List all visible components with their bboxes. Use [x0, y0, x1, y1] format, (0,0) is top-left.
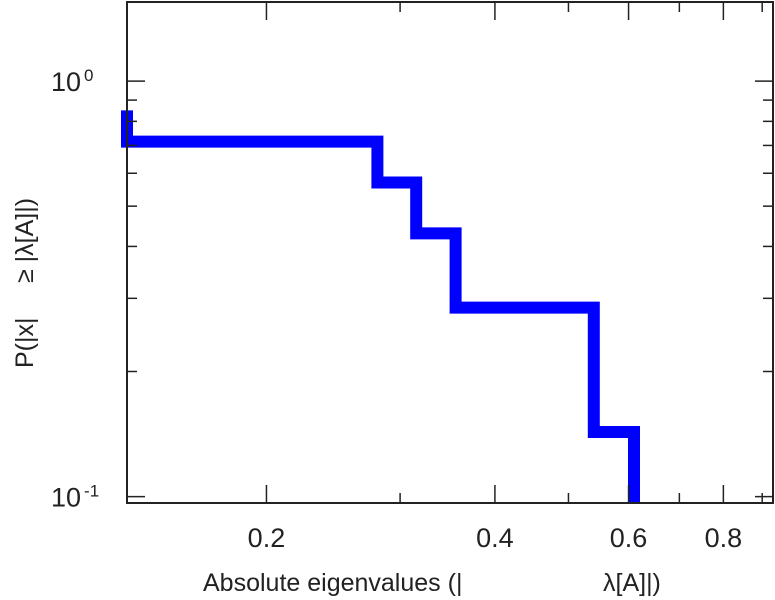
x-axis-title-text: Absolute eigenvalues (|	[203, 569, 462, 597]
x-tick-label-0.4: 0.4	[476, 523, 514, 553]
plot-frame	[126, 1, 774, 504]
tick-layer	[127, 2, 773, 503]
x-tick-label-0.8: 0.8	[705, 523, 743, 553]
y-axis-title-group: P(|x| ≥ |λ[A]|)	[11, 198, 39, 368]
x-tick-label-0.6: 0.6	[610, 523, 648, 553]
y-tick-label-0.1: 10 -1	[51, 482, 99, 513]
y-axis-title: P(|x| ≥ |λ[A]|)	[11, 198, 39, 368]
y-tick-label-1: 10 0	[51, 66, 94, 97]
series-layer	[121, 110, 640, 503]
y-axis-title-text: P(|x|	[11, 318, 39, 369]
series-line-0	[121, 110, 640, 503]
x-tick-label-0.2: 0.2	[248, 523, 286, 553]
x-axis-title: Absolute eigenvalues (| λ[A]|)	[203, 569, 661, 597]
x-axis-title-symbol: λ[A]|)	[603, 569, 661, 597]
y-axis-title-symbol: ≥ |λ[A]|)	[11, 198, 39, 283]
